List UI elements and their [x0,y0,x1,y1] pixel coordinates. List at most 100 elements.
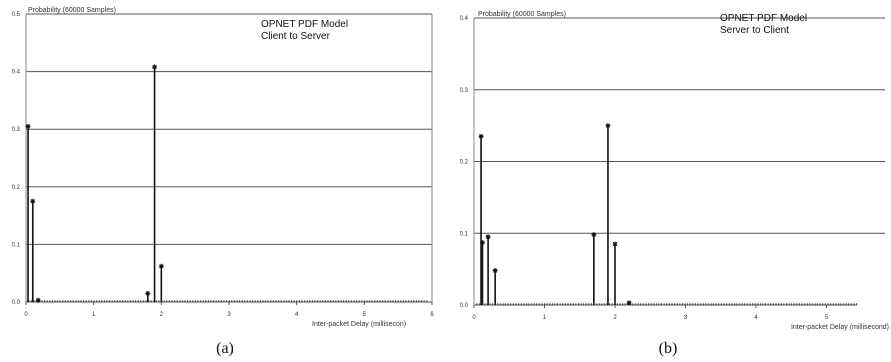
baseline-marker [67,300,69,302]
baseline-marker [632,303,634,305]
baseline-marker [189,300,191,302]
b-y-tick-labels: 0.0 0.1 0.2 0.3 0.4 [460,16,469,309]
baseline-marker [736,303,738,305]
x-tick-label: 0 [472,315,476,321]
baseline-marker [270,300,272,302]
y-tick-label: 0.4 [12,70,21,76]
baseline-marker [502,303,504,305]
baseline-marker [228,300,230,302]
baseline-marker [752,303,754,305]
baseline-marker [559,303,561,305]
baseline-marker [215,300,217,302]
a-baseline-markers [28,300,428,302]
baseline-marker [546,303,548,305]
baseline-marker [426,300,428,302]
baseline-marker [75,300,77,302]
baseline-marker [239,300,241,302]
baseline-marker [484,303,486,305]
baseline-marker [309,300,311,302]
baseline-marker [31,300,33,302]
baseline-marker [819,303,821,305]
baseline-marker [557,303,559,305]
baseline-marker [850,303,852,305]
baseline-marker [528,303,530,305]
baseline-marker [765,303,767,305]
baseline-marker [358,300,360,302]
stem-marker [612,241,618,247]
y-tick-label: 0.4 [460,16,469,22]
baseline-marker [163,300,165,302]
baseline-marker [322,300,324,302]
baseline-marker [291,300,293,302]
baseline-marker [650,303,652,305]
baseline-marker [197,300,199,302]
baseline-marker [267,300,269,302]
a-y-axis-label: Probability (60000 Samples) [28,7,116,14]
baseline-marker [376,300,378,302]
baseline-marker [324,300,326,302]
baseline-marker [590,303,592,305]
baseline-marker [418,300,420,302]
baseline-marker [619,303,621,305]
x-tick-label: 6 [430,312,434,318]
baseline-marker [570,303,572,305]
b-chart-title-line2: Server to Client [720,25,789,36]
b-panel-caption: (b) [659,340,678,357]
baseline-marker [62,300,64,302]
baseline-marker [90,300,92,302]
baseline-marker [127,300,129,302]
baseline-marker [49,300,51,302]
baseline-marker [778,303,780,305]
baseline-marker [791,303,793,305]
baseline-marker [213,300,215,302]
baseline-marker [809,303,811,305]
y-tick-label: 0.2 [460,160,469,166]
baseline-marker [51,300,53,302]
x-tick-label: 3 [227,312,231,318]
baseline-marker [387,300,389,302]
baseline-marker [57,300,59,302]
baseline-marker [111,300,113,302]
baseline-marker [254,300,256,302]
x-tick-label: 1 [543,315,547,321]
baseline-marker [648,303,650,305]
baseline-marker [41,300,43,302]
baseline-marker [835,303,837,305]
baseline-marker [296,300,298,302]
baseline-marker [515,303,517,305]
baseline-marker [697,303,699,305]
a-x-tick-labels: 0 1 2 3 4 5 6 [24,302,434,318]
b-chart-title-line1: OPNET PDF Model [720,13,807,24]
a-y-tick-labels: 0.0 0.1 0.2 0.3 0.4 0.5 [12,12,21,306]
baseline-marker [671,303,673,305]
baseline-marker [205,300,207,302]
baseline-marker [567,303,569,305]
baseline-marker [59,300,61,302]
y-tick-label: 0.3 [460,88,469,94]
baseline-marker [116,300,118,302]
baseline-marker [298,300,300,302]
baseline-marker [421,300,423,302]
baseline-marker [145,300,147,302]
baseline-marker [588,303,590,305]
baseline-marker [166,300,168,302]
baseline-marker [707,303,709,305]
baseline-marker [194,300,196,302]
stem-marker [478,133,484,139]
baseline-marker [192,300,194,302]
baseline-marker [202,300,204,302]
baseline-marker [772,303,774,305]
baseline-marker [132,300,134,302]
baseline-marker [624,303,626,305]
y-tick-label: 0.5 [12,12,21,18]
baseline-marker [332,300,334,302]
baseline-marker [275,300,277,302]
baseline-marker [848,303,850,305]
baseline-marker [410,300,412,302]
stem-marker [485,234,491,240]
baseline-marker [731,303,733,305]
baseline-marker [811,303,813,305]
baseline-marker [304,300,306,302]
baseline-marker [538,303,540,305]
a-chart-title-line2: Client to Server [261,31,331,42]
